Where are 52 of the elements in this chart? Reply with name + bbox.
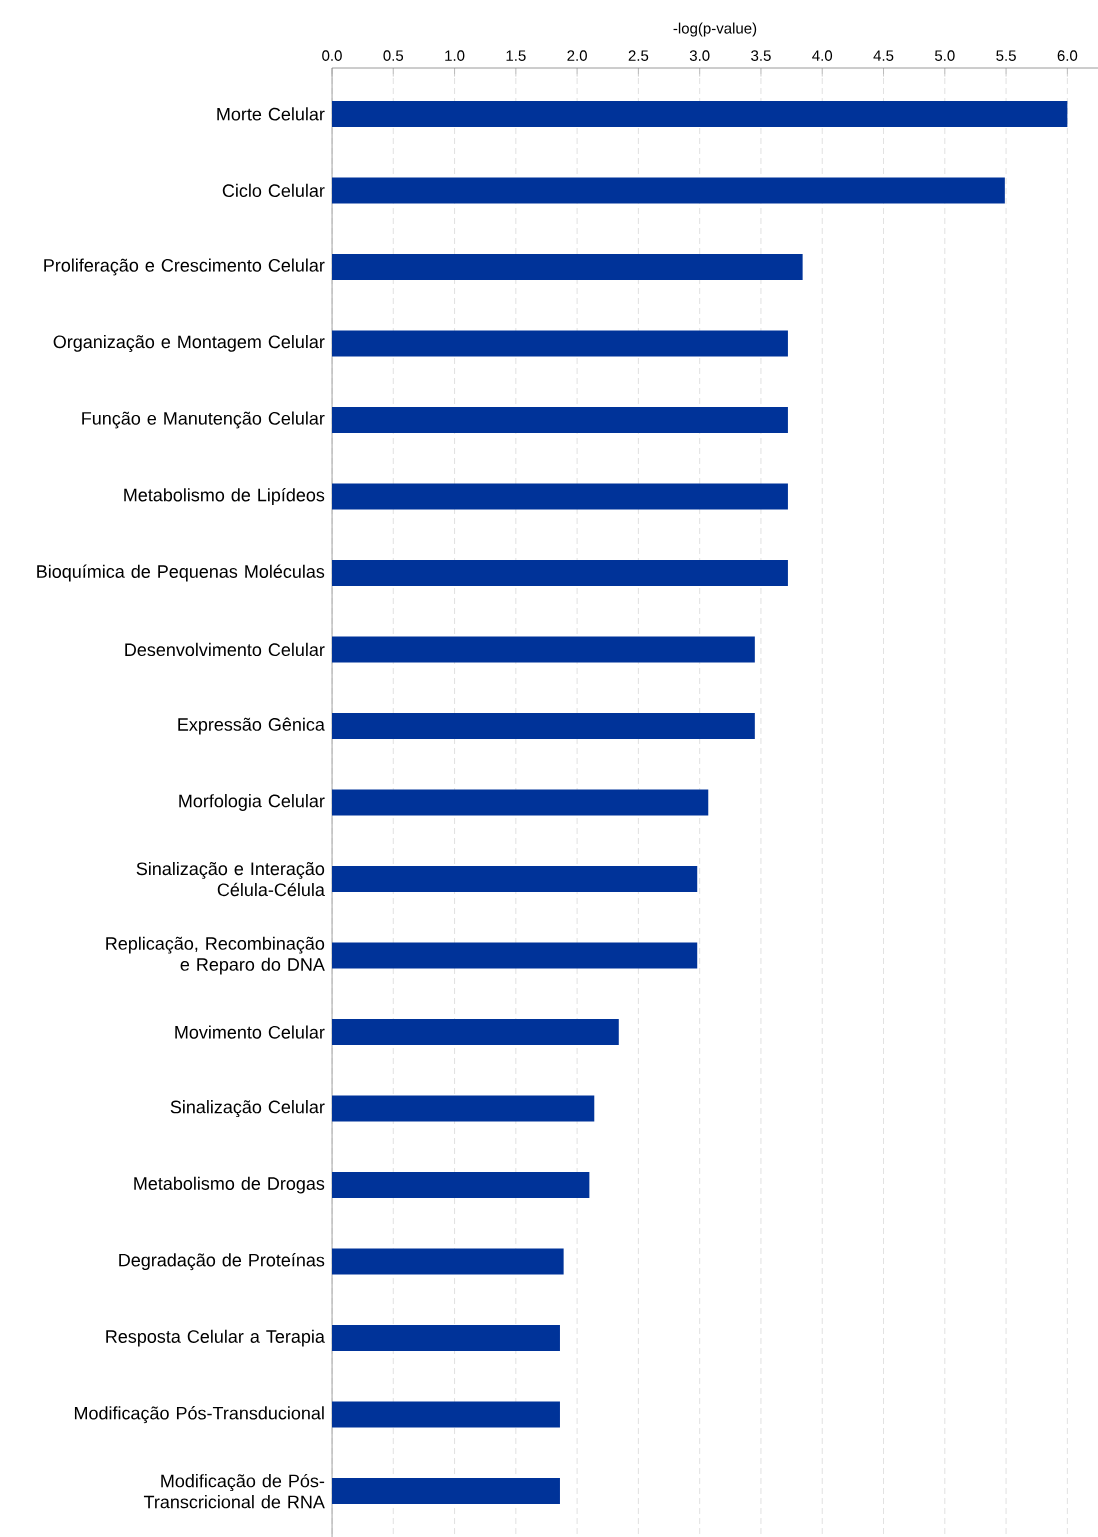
y-tick-label: Morfologia Celular [179,794,325,811]
x-tick-label: 3.0 [689,50,710,61]
y-tick-label: Resposta Celular a Terapia [106,1329,325,1347]
y-tick-label: Organização e Montagem Celular [53,335,325,352]
x-tick-label: 5.5 [996,50,1016,61]
bar [332,1478,560,1505]
bar [332,177,1005,204]
bar [332,1095,595,1122]
bar [332,1019,619,1046]
y-tick-label: Metabolismo de Lipídeos [124,487,325,505]
y-tick-label: Metabolismo de Drogas [134,1176,325,1194]
x-tick-label: 6.0 [1057,50,1078,61]
x-tick-label: 1.0 [445,50,465,61]
bar [332,559,788,586]
bar [332,1248,564,1275]
bar [332,1325,560,1352]
y-tick-label: Modificação de Pós-Transcricional de RNA [143,1473,325,1509]
x-tick-label: 0.0 [322,50,342,61]
x-tick-label: 4.5 [873,50,894,61]
x-axis-title: -log(p-value) [673,22,757,37]
bar [332,253,803,280]
x-tick-label: 2.0 [567,50,587,61]
bar [332,406,788,433]
bar [332,942,698,969]
y-tick-label: Modificação Pós-Transducional [74,1406,324,1424]
bar [332,330,788,357]
y-tick-label: Morte Celular [217,107,325,121]
bar [332,636,755,663]
bar [332,100,1068,127]
y-tick-label: Sinalização Celular [170,1100,325,1117]
x-tick-label: 2.5 [628,50,649,61]
x-tick-label: 3.5 [751,50,771,61]
y-tick-label: Proliferação e Crescimento Celular [44,258,325,276]
x-tick-label: 0.5 [383,50,404,61]
bar [332,712,755,740]
bar [332,789,709,816]
x-tick-label: 5.0 [934,50,955,61]
y-tick-label: Movimento Celular [175,1025,325,1039]
y-tick-label: Função e Manutenção Celular [82,411,325,429]
x-tick-label: 1.5 [506,50,526,61]
y-tick-label: Bioquímica de Pequenas Moléculas [37,564,325,582]
y-tick-label: Expressão Gênica [178,717,325,735]
bar [332,1401,560,1428]
bar [332,866,698,893]
bar [332,483,788,510]
y-tick-label: Desenvolvimento Celular [125,642,325,657]
y-tick-label: Degradação de Proteínas [119,1253,325,1271]
y-tick-label: Ciclo Celular [222,183,325,198]
x-tick-label: 4.0 [812,50,833,61]
y-tick-label: Sinalização e Interação Célula-Célula [136,861,325,897]
bar [332,1172,590,1199]
y-tick-label: Replicação, Recombinação e Reparo do DNA [106,936,325,975]
